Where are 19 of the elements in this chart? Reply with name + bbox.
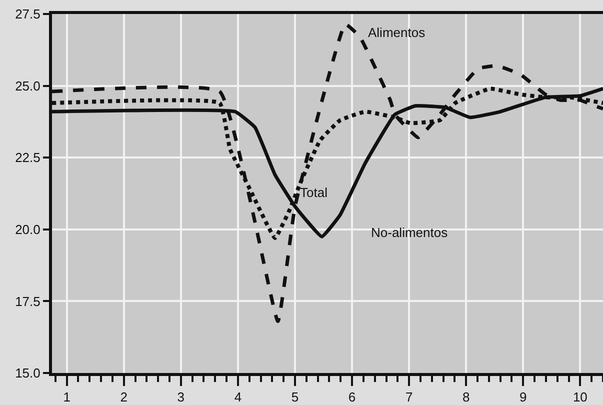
x-tick-label: 4 <box>234 390 242 405</box>
y-tick-label: 17.5 <box>15 294 40 309</box>
x-tick-label: 6 <box>348 390 356 405</box>
x-tick-label: 3 <box>177 390 185 405</box>
x-tick-label: 9 <box>520 390 527 405</box>
x-tick-label: 2 <box>120 390 128 405</box>
x-tick-label: 7 <box>405 390 413 405</box>
y-tick-label: 27.5 <box>15 6 40 22</box>
text: No-alimentos <box>371 225 448 240</box>
x-tick-label: 5 <box>291 390 299 405</box>
y-tick-label: 15.0 <box>15 366 40 381</box>
x-tick-label: 1 <box>63 390 70 405</box>
x-tick-label: 8 <box>462 390 470 405</box>
series-label: Total <box>300 185 328 200</box>
y-tick-label: 25.0 <box>15 78 40 94</box>
y-tick-label: 20.0 <box>15 222 40 237</box>
y-tick-label: 22.5 <box>15 150 40 166</box>
series-label: Alimentos <box>368 25 426 40</box>
x-tick-label: 10 <box>572 390 588 405</box>
